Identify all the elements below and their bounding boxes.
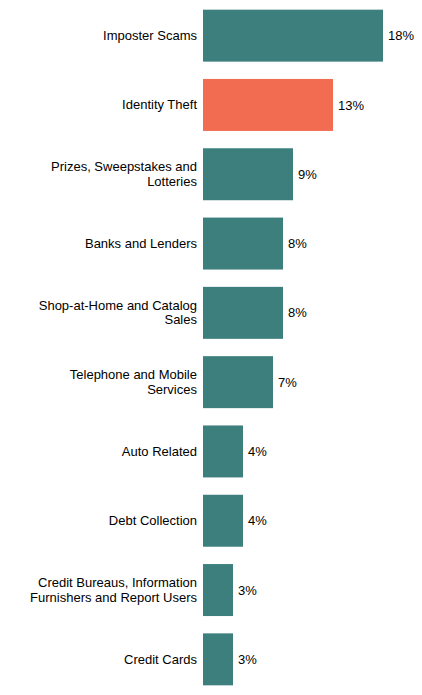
tick-label: Auto Related — [122, 444, 197, 459]
bar — [203, 218, 283, 270]
tick: Auto Related — [122, 444, 197, 459]
tick-label: Identity Theft — [122, 97, 197, 112]
bar — [203, 425, 243, 477]
data-label: 4% — [248, 444, 267, 459]
bar — [203, 10, 383, 62]
tick-label: Telephone and MobileServices — [70, 367, 198, 397]
data-label: 3% — [238, 652, 257, 667]
tick-label: Imposter Scams — [103, 28, 197, 43]
bar — [203, 633, 233, 685]
data-label: 8% — [288, 236, 307, 251]
bar — [203, 79, 333, 131]
tick-label: Credit Bureaus, InformationFurnishers an… — [30, 575, 197, 605]
tick: Shop-at-Home and CatalogSales — [39, 298, 198, 328]
data-labels: 18% 13% 9% 8% 8% 7% 4% 4% 3% 3% — [238, 28, 414, 667]
data-label: 7% — [278, 375, 297, 390]
bar — [203, 287, 283, 339]
data-label: 8% — [288, 305, 307, 320]
tick: Prizes, Sweepstakes andLotteries — [51, 159, 197, 189]
bar — [203, 495, 243, 547]
bars — [203, 10, 383, 686]
bar — [203, 148, 293, 200]
data-label: 9% — [298, 167, 317, 182]
tick: Credit Cards — [124, 652, 197, 667]
tick-label: Banks and Lenders — [85, 236, 198, 251]
tick: Debt Collection — [109, 513, 197, 528]
tick: Identity Theft — [122, 97, 197, 112]
tick-label: Credit Cards — [124, 652, 197, 667]
data-label: 18% — [388, 28, 414, 43]
data-label: 13% — [338, 98, 364, 113]
tick: Banks and Lenders — [85, 236, 198, 251]
tick: Imposter Scams — [103, 28, 197, 43]
tick: Telephone and MobileServices — [70, 367, 198, 397]
bar — [203, 564, 233, 616]
tick-label: Shop-at-Home and CatalogSales — [39, 298, 198, 328]
tick-label: Debt Collection — [109, 513, 197, 528]
chart: Imposter Scams Identity Theft Prizes, Swee… — [0, 0, 422, 695]
bar — [203, 356, 273, 408]
y-axis: Imposter Scams Identity Theft Prizes, Swee… — [30, 28, 197, 667]
tick-label: Prizes, Sweepstakes andLotteries — [51, 159, 197, 189]
data-label: 4% — [248, 513, 267, 528]
tick: Credit Bureaus, InformationFurnishers an… — [30, 575, 197, 605]
data-label: 3% — [238, 583, 257, 598]
